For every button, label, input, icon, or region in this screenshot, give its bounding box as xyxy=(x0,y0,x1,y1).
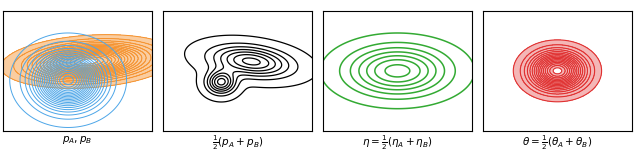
X-axis label: $\theta = \frac{1}{2}(\theta_A + \theta_B)$: $\theta = \frac{1}{2}(\theta_A + \theta_… xyxy=(522,134,593,152)
X-axis label: $p_A, p_B$: $p_A, p_B$ xyxy=(62,134,93,146)
X-axis label: $\eta = \frac{1}{2}(\eta_A + \eta_B)$: $\eta = \frac{1}{2}(\eta_A + \eta_B)$ xyxy=(362,134,433,152)
X-axis label: $\frac{1}{2}(p_A + p_B)$: $\frac{1}{2}(p_A + p_B)$ xyxy=(212,134,263,152)
